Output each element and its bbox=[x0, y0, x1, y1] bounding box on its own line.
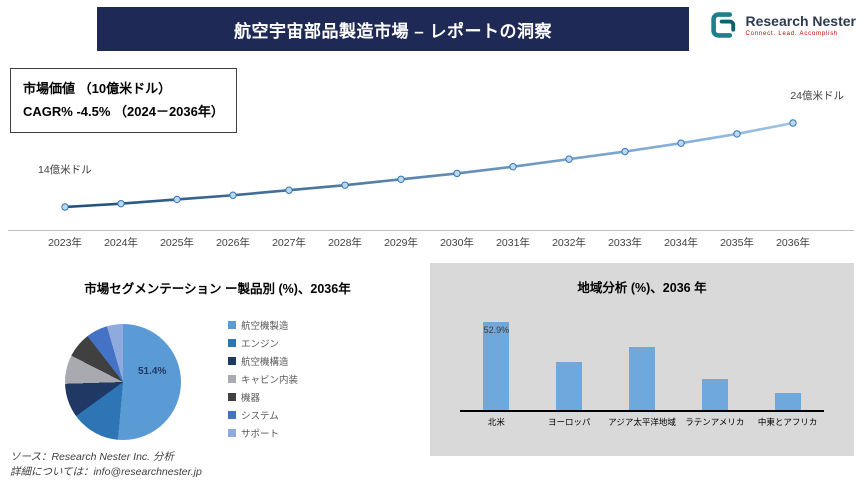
legend-swatch bbox=[228, 375, 236, 383]
bar: 52.9% bbox=[483, 322, 510, 410]
brand-name: Research Nester bbox=[745, 13, 856, 29]
x-axis-label: 2036年 bbox=[776, 237, 810, 249]
source-note: ソース：Research Nester Inc. 分析 bbox=[10, 451, 175, 463]
x-axis-label: 2034年 bbox=[664, 237, 698, 249]
bar-category-label: ラテンアメリカ bbox=[685, 417, 745, 427]
market-value-label: 市場価値 （10億米ドル） bbox=[23, 81, 172, 96]
bar-column bbox=[751, 302, 824, 410]
legend-item: 機器 bbox=[228, 388, 298, 406]
x-axis-label: 2032年 bbox=[552, 237, 586, 249]
cagr-label: CAGR% -4.5% （2024－2036年） bbox=[23, 104, 224, 120]
legend-swatch bbox=[228, 393, 236, 401]
contact-note: 詳細については：info@researchnester.jp bbox=[10, 466, 202, 479]
regional-bar-chart: 52.9% bbox=[460, 302, 824, 412]
legend-label: キャビン内装 bbox=[241, 375, 299, 386]
legend-label: エンジン bbox=[241, 339, 280, 350]
legend-label: システム bbox=[241, 411, 279, 422]
legend-item: システム bbox=[228, 406, 298, 424]
bar-category-label: アジア太平洋地域 bbox=[608, 417, 676, 427]
pie-legend: 航空機製造エンジン航空機構造キャビン内装 機器システムサポート bbox=[228, 316, 298, 442]
segmentation-pie-chart bbox=[65, 324, 181, 440]
brand-tagline: Connect. Lead. Accomplish bbox=[745, 31, 839, 37]
bar-column bbox=[678, 302, 751, 410]
pie-highlight-label: 51.4% bbox=[138, 366, 167, 377]
bar-chart-title: 地域分析 (%)、2036 年 bbox=[577, 281, 707, 295]
legend-item: サポート bbox=[228, 424, 298, 442]
research-nester-logo-icon bbox=[711, 12, 736, 38]
bar-category-label: 北米 bbox=[487, 417, 505, 427]
segmentation-section: 市場セグメンテーション ー製品別 (%)、2036年 51.4% 航空機製造エン… bbox=[10, 266, 425, 466]
legend-label: 機器 bbox=[241, 393, 261, 404]
legend-swatch bbox=[228, 411, 236, 419]
bar-chart-category-axis: 北米 ヨーロッパ アジア太平洋地域 ラテンアメリカ 中東とアフリカ bbox=[460, 416, 824, 428]
x-axis-label: 2027年 bbox=[272, 237, 306, 249]
legend-swatch bbox=[228, 429, 236, 437]
x-axis-label: 2030年 bbox=[440, 237, 474, 249]
x-axis-label: 2031年 bbox=[496, 237, 530, 249]
bar bbox=[774, 393, 801, 410]
bar-column: 52.9% bbox=[460, 302, 533, 410]
x-axis-label: 2033年 bbox=[608, 237, 642, 249]
x-axis-label: 2028年 bbox=[328, 237, 362, 249]
x-axis-label: 2029年 bbox=[384, 237, 418, 249]
line-chart-plot bbox=[61, 119, 797, 211]
line-end-value-label: 24億米ドル bbox=[790, 90, 844, 102]
x-axis-label: 2026年 bbox=[216, 237, 250, 249]
legend-label: サポート bbox=[241, 429, 280, 440]
legend-item: 航空機製造 bbox=[228, 316, 298, 334]
page-title-banner: 航空宇宙部品製造市場 – レポートの洞察 bbox=[97, 7, 689, 51]
legend-swatch bbox=[228, 357, 236, 365]
legend-swatch bbox=[228, 339, 236, 347]
brand-logo: Research Nester Connect. Lead. Accomplis… bbox=[709, 10, 856, 40]
footer: ソース：Research Nester Inc. 分析 詳細については：info… bbox=[10, 450, 202, 480]
x-axis-label: 2035年 bbox=[720, 237, 754, 249]
legend-label: 航空機構造 bbox=[241, 357, 289, 368]
legend-item: エンジン bbox=[228, 334, 298, 352]
x-axis-label: 2025年 bbox=[160, 237, 194, 249]
market-value-line-chart: 14億米ドル 24億米ドル 2023年 2024年 2025年 2026年 2027年 2… bbox=[8, 86, 854, 252]
legend-swatch bbox=[228, 321, 236, 329]
pie-chart-title: 市場セグメンテーション ー製品別 (%)、2036年 bbox=[84, 282, 351, 296]
bar-column bbox=[533, 302, 606, 410]
bar bbox=[628, 346, 655, 410]
bar bbox=[701, 378, 728, 410]
bar-column bbox=[606, 302, 679, 410]
bar bbox=[556, 361, 583, 410]
x-axis-label: 2024年 bbox=[104, 237, 138, 249]
market-value-box: 市場価値 （10億米ドル） CAGR% -4.5% （2024－2036年） bbox=[10, 68, 237, 133]
legend-label: 航空機製造 bbox=[241, 321, 289, 332]
bar-category-label: ヨーロッパ bbox=[547, 417, 591, 427]
bar-value-label: 52.9% bbox=[483, 325, 510, 336]
page-title: 航空宇宙部品製造市場 – レポートの洞察 bbox=[234, 21, 552, 41]
regional-analysis-panel: 地域分析 (%)、2036 年 52.9% 北米 ヨーロッパ アジア太平洋地域 ラテン… bbox=[430, 263, 854, 456]
line-chart-x-axis: 2023年 2024年 2025年 2026年 2027年 2028年 2029年 2030年… bbox=[8, 230, 854, 250]
legend-item: キャビン内装 bbox=[228, 370, 298, 388]
legend-item: 航空機構造 bbox=[228, 352, 298, 370]
x-axis-label: 2023年 bbox=[48, 237, 82, 249]
bar-category-label: 中東とアフリカ bbox=[757, 417, 818, 427]
line-start-value-label: 14億米ドル bbox=[38, 164, 92, 176]
brand-text: Research Nester Connect. Lead. Accomplis… bbox=[745, 13, 856, 37]
